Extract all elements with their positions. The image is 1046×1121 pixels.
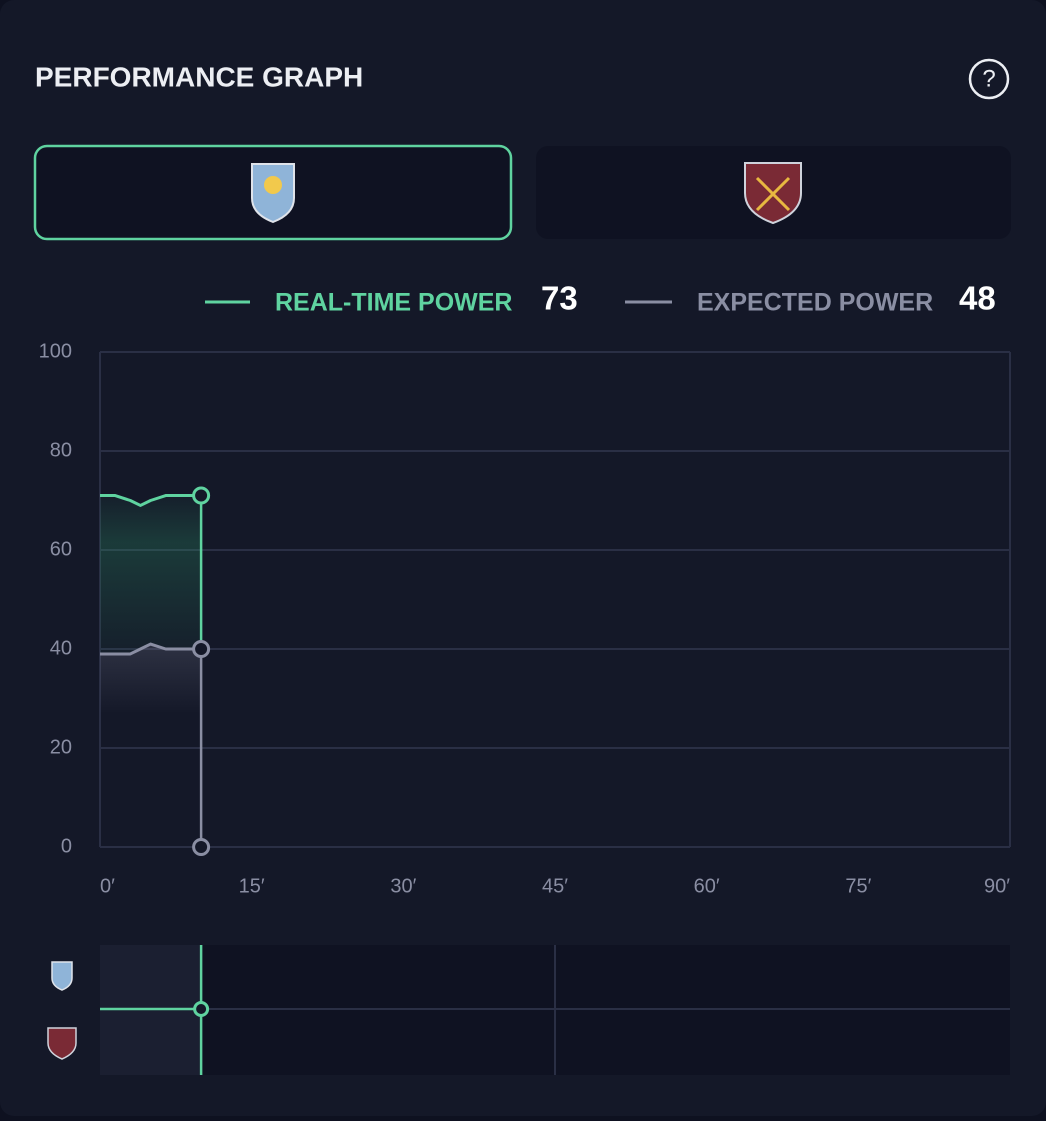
y-tick-label: 0	[61, 835, 72, 857]
badge-shield	[47, 1027, 77, 1060]
legend-value: 73	[541, 280, 578, 317]
y-tick-label: 80	[50, 439, 72, 461]
legend-value: 48	[959, 280, 996, 317]
x-tick-label: 45′	[542, 875, 568, 897]
legend-label: EXPECTED POWER	[697, 289, 933, 317]
current-point	[192, 640, 211, 658]
help-button[interactable]: ?	[968, 58, 1010, 100]
current-point	[192, 486, 211, 505]
title: PERFORMANCE GRAPH	[35, 61, 363, 92]
y-tick-label: 60	[50, 538, 72, 560]
strip-away-badge	[47, 1027, 77, 1060]
strip-home-badge	[51, 961, 73, 991]
x-tick-label: 75′	[845, 875, 871, 897]
legend: REAL-TIME POWER 73 EXPECTED POWER 48	[205, 280, 996, 317]
x-tick-label: 15′	[239, 875, 265, 897]
series-line	[100, 494, 202, 507]
area-fill	[100, 644, 202, 714]
legend-label: REAL-TIME POWER	[275, 289, 513, 317]
y-tick-label: 20	[50, 736, 72, 758]
x-tick-label: 30′	[390, 875, 416, 897]
series-line	[100, 642, 202, 656]
away-badge	[744, 162, 802, 225]
y-tick-label: 40	[50, 637, 72, 659]
x-tick-label: 90′	[984, 875, 1010, 897]
y-tick-label: 100	[39, 340, 72, 362]
x-tick-label: 0′	[100, 875, 115, 897]
help-circle[interactable]	[968, 58, 1010, 100]
area-fill	[100, 495, 202, 654]
badge-lion	[264, 176, 282, 194]
baseline-point	[192, 838, 211, 856]
badge-shield	[51, 961, 73, 991]
help-icon[interactable]: ?	[982, 65, 995, 92]
home-badge	[251, 163, 295, 224]
x-tick-label: 60′	[694, 875, 720, 897]
strip-current-point	[193, 1001, 210, 1017]
badge-hammers	[755, 176, 791, 212]
